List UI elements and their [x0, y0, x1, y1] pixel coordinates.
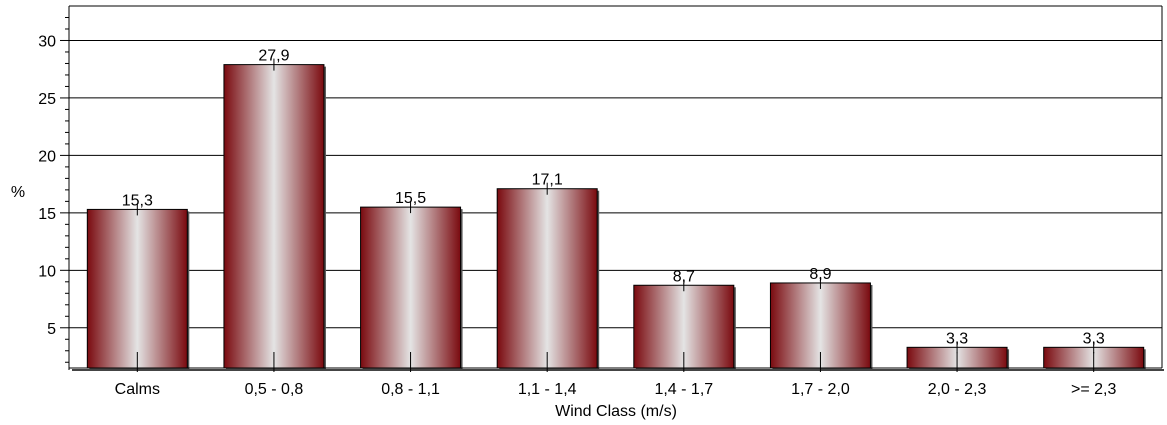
data-label: 17,1: [532, 172, 563, 189]
labels: 5 10 15 20 25 30 15,3 Calms 27,9 0,5 - 0,8 15,5 0,8…: [38, 33, 1116, 398]
x-tick-label: Calms: [115, 381, 160, 398]
x-tick-label: 0,8 - 1,1: [381, 381, 440, 398]
y-tick-label: 30: [38, 33, 56, 50]
y-tick-label: 25: [38, 91, 56, 108]
axes: [60, 5, 1164, 372]
data-label: 15,3: [122, 192, 153, 209]
y-tick-label: 20: [38, 148, 56, 165]
x-tick-label: 0,5 - 0,8: [245, 381, 304, 398]
bar: [86, 208, 188, 369]
y-tick-label: 5: [47, 321, 56, 338]
x-axis-title: Wind Class (m/s): [555, 403, 677, 420]
data-label: 3,3: [946, 330, 968, 347]
bar: [360, 206, 462, 369]
y-axis-title: %: [11, 184, 25, 201]
x-tick-label: 1,1 - 1,4: [518, 381, 577, 398]
data-label: 3,3: [1083, 330, 1105, 347]
data-label: 8,7: [673, 268, 695, 285]
x-tick-label: 1,4 - 1,7: [654, 381, 713, 398]
bar: [496, 188, 598, 369]
bars: [86, 58, 1146, 370]
data-label: 15,5: [395, 190, 426, 207]
data-label: 8,9: [809, 266, 831, 283]
y-tick-label: 10: [38, 263, 56, 280]
data-label: 27,9: [258, 48, 289, 65]
x-tick-label: >= 2,3: [1071, 381, 1116, 398]
x-tick-label: 2,0 - 2,3: [928, 381, 987, 398]
y-tick-label: 15: [38, 206, 56, 223]
bar: [223, 64, 325, 369]
x-tick-label: 1,7 - 2,0: [791, 381, 850, 398]
